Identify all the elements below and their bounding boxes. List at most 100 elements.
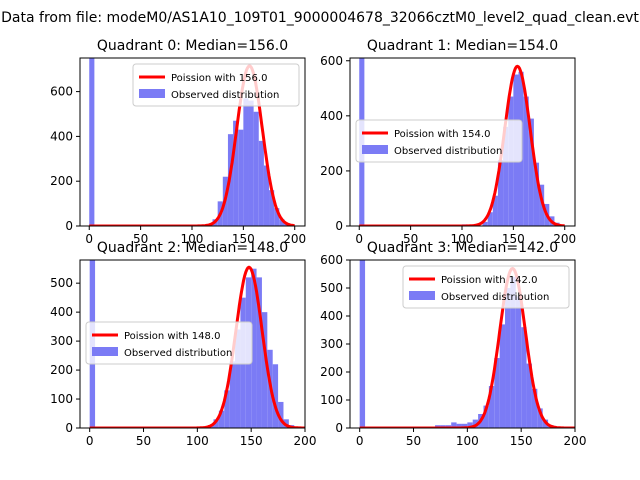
subplot-title: Quadrant 2: Median=148.0: [97, 240, 288, 256]
y-tick-label: 200: [320, 164, 343, 178]
y-tick-label: 500: [320, 281, 343, 295]
legend-line-label: Poission with 148.0: [124, 331, 220, 342]
histogram-bar: [272, 364, 279, 428]
figure-title: Data from file: modeM0/AS1A10_109T01_900…: [1, 10, 639, 26]
histogram-bar: [528, 118, 534, 226]
histogram-bar: [461, 423, 468, 428]
legend-line-label: Poission with 156.0: [171, 73, 267, 84]
histogram-bar: [503, 126, 509, 226]
histogram-bar: [494, 358, 500, 428]
legend-hist-swatch: [409, 291, 435, 300]
x-tick-label: 0: [85, 232, 93, 246]
histogram-bar: [537, 408, 543, 428]
histogram-bar: [467, 422, 473, 428]
histogram-bar: [256, 277, 262, 428]
y-tick-label: 100: [50, 392, 73, 406]
histogram-bar: [274, 208, 280, 226]
histogram-bar: [510, 276, 516, 428]
legend-box: [132, 63, 300, 107]
y-tick-label: 0: [335, 421, 343, 435]
x-tick-label: 150: [502, 232, 525, 246]
histogram-bar: [258, 140, 264, 226]
legend-hist-swatch: [362, 145, 388, 154]
legend-hist-label: Observed distribution: [394, 146, 502, 157]
histogram-bar: [279, 219, 285, 226]
y-tick-label: 300: [50, 334, 73, 348]
axes-frame: [349, 57, 576, 227]
subplot-quadrant-0: 0 50 100 150 200 0 200 400 600 Quadrant 0: Median…: [50, 38, 306, 246]
histogram-bar: [488, 386, 495, 428]
subplot-quadrant-1: 0 50 100 150 200 0 200 400 600 Quadrant 1: Median…: [320, 38, 576, 246]
histogram-bar: [521, 327, 527, 428]
histogram-bar: [243, 98, 249, 226]
histogram-bar: [235, 329, 241, 428]
x-tick-label: 100: [186, 434, 209, 448]
x-tick-label: 0: [356, 434, 364, 448]
histogram-bar: [248, 100, 254, 226]
x-tick-label: 150: [240, 434, 263, 448]
legend-hist-swatch: [139, 89, 165, 98]
x-tick-label: 200: [553, 232, 576, 246]
y-tick-label: 600: [50, 85, 73, 99]
subplot-title: Quadrant 1: Median=154.0: [367, 38, 558, 54]
y-tick-label: 200: [320, 365, 343, 379]
x-tick-label: 100: [456, 434, 479, 448]
poisson-curve: [358, 64, 566, 226]
axes-frame: [79, 259, 306, 429]
histogram-bar: [269, 190, 275, 226]
legend-line-label: Poission with 154.0: [394, 129, 490, 140]
x-tick-label: 200: [283, 232, 306, 246]
histogram-bar: [539, 184, 545, 226]
histogram-bar: [89, 58, 95, 226]
subplot-title: Quadrant 3: Median=142.0: [367, 240, 558, 256]
subplot-grid: 0 50 100 150 200 0 200 400 600 Quadrant 0: Median…: [50, 38, 586, 448]
legend: Poission with 148.0 Observed distribution: [85, 321, 253, 365]
y-tick-label: 400: [320, 309, 343, 323]
legend-hist-label: Observed distribution: [171, 90, 279, 101]
histogram-bar: [482, 221, 488, 226]
y-tick-label: 200: [50, 363, 73, 377]
x-tick-label: 50: [133, 232, 148, 246]
legend-hist-label: Observed distribution: [441, 292, 549, 303]
histogram-bar: [472, 419, 479, 428]
legend-box: [402, 265, 570, 309]
subplot-quadrant-3: 0 50 100 150 200 0 100 200 300 400 500 600 Quadrant …: [320, 240, 586, 448]
histogram-bar: [263, 165, 270, 226]
legend-hist-label: Observed distribution: [124, 348, 232, 359]
histogram-bar: [499, 324, 506, 428]
y-tick-label: 400: [50, 129, 73, 143]
x-tick-label: 200: [564, 434, 587, 448]
histogram-bar: [531, 388, 538, 428]
histogram-bar: [233, 120, 239, 226]
histogram-bar: [456, 423, 462, 428]
histogram-bar: [238, 129, 244, 226]
histogram-bar: [523, 96, 529, 226]
histogram-bar: [229, 361, 236, 428]
legend-hist-swatch: [92, 347, 118, 356]
histogram-bar: [224, 390, 230, 428]
subplot-quadrant-2: 0 50 100 150 200 0 100 200 300 400 500 Quadrant 2: …: [50, 240, 316, 448]
histogram-bar: [492, 195, 498, 226]
x-tick-label: 0: [355, 232, 363, 246]
poisson-curve: [88, 64, 296, 226]
legend-line-label: Poission with 142.0: [441, 275, 537, 286]
histogram-bar: [278, 401, 284, 428]
histogram-bar: [218, 410, 225, 428]
histogram-bar: [505, 288, 511, 428]
histogram-bar: [261, 312, 268, 428]
y-tick-label: 600: [320, 54, 343, 68]
y-tick-label: 200: [50, 174, 73, 188]
y-tick-label: 0: [65, 219, 73, 233]
subplot-title: Quadrant 0: Median=156.0: [97, 38, 288, 54]
x-tick-label: 50: [406, 434, 421, 448]
plot-area: [88, 58, 296, 226]
histogram-bar: [251, 268, 257, 428]
histogram-bar: [253, 111, 259, 226]
y-tick-label: 400: [50, 305, 73, 319]
x-tick-label: 150: [510, 434, 533, 448]
y-tick-label: 600: [320, 253, 343, 267]
x-tick-label: 200: [294, 434, 317, 448]
x-tick-label: 100: [451, 232, 474, 246]
legend-box: [85, 321, 253, 365]
